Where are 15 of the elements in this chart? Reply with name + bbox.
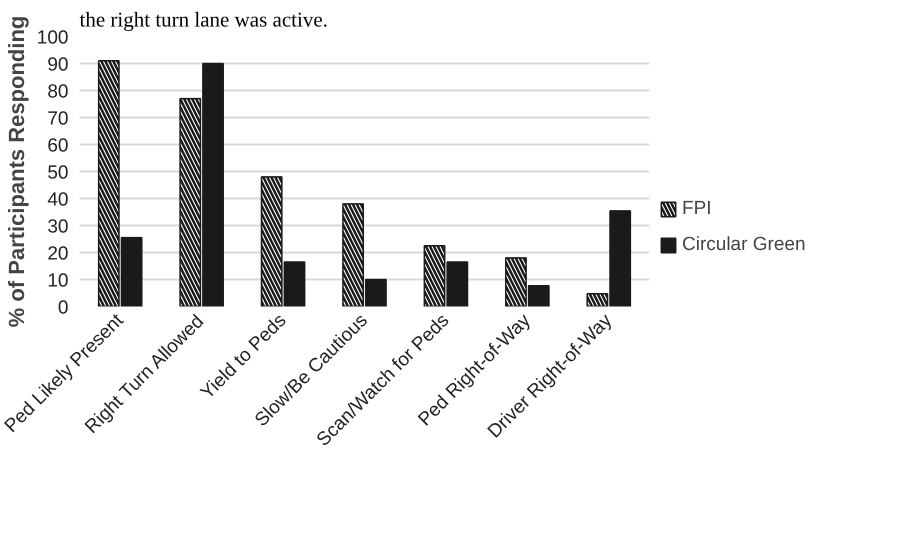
legend-label: Circular Green [682, 234, 806, 256]
y-tick-label: 0 [58, 298, 69, 318]
y-tick-label: 40 [47, 190, 69, 210]
y-axis-title: % of Participants Responding [4, 16, 29, 328]
y-tick-label: 80 [47, 82, 69, 102]
y-tick-label: 10 [47, 270, 69, 292]
y-tick-label: 20 [47, 244, 69, 264]
y-tick-label: 50 [47, 162, 69, 184]
y-tick-label: 60 [47, 136, 69, 156]
text: the right turn lane was active. [80, 8, 328, 32]
legend-label: FPI [682, 198, 712, 220]
y-tick-label: 100 [36, 28, 68, 48]
y-tick-label: 70 [47, 108, 69, 130]
y-tick-label: 90 [47, 54, 69, 76]
y-tick-label: 30 [47, 216, 69, 238]
